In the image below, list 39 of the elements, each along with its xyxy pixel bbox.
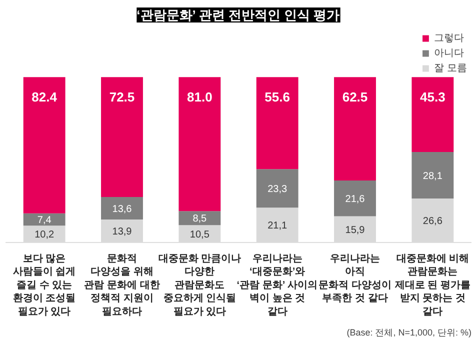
bar [178, 77, 221, 212]
bar [23, 77, 66, 214]
x-tick-label: 대중문화에 비해 관람문화는 제대로 된 평가를 받지 못하는 것 같다 [394, 254, 470, 318]
data-label: 13,9 [112, 226, 132, 238]
x-tick-label: 보다 많은 사람들이 쉽게 즐길 수 있는 환경이 조성될 필요가 있다 [12, 254, 76, 318]
data-label: 13,6 [112, 204, 132, 215]
bar [178, 211, 221, 226]
x-tick-label: 문화적 다양성을 위해 관람 문화에 대한 정책적 지원이 필요하다 [84, 254, 160, 318]
data-label: 8,5 [192, 214, 208, 225]
bar [23, 213, 66, 226]
bar [256, 77, 298, 170]
data-label: 10,5 [190, 229, 210, 240]
data-label: 55.6 [264, 89, 290, 104]
data-label: 72.5 [109, 89, 135, 104]
bar [334, 77, 376, 180]
chart-title: ‘관람문화’ 관련 전반적인 인식 평가 [136, 8, 340, 22]
legend-label: 잘 모름 [434, 62, 467, 75]
data-label: 15,9 [345, 224, 366, 236]
data-label: 10,2 [34, 230, 55, 241]
data-label: 21,6 [345, 194, 366, 205]
bar [101, 197, 143, 220]
data-label: 23,3 [268, 184, 288, 195]
bar [412, 77, 454, 152]
bar [334, 180, 376, 216]
bar [256, 169, 298, 208]
x-tick-label: 우리나라는 아직 문화적 다양성이 부족한 것 같다 [318, 254, 392, 304]
data-label: 21,1 [268, 220, 288, 232]
data-label: 81.0 [187, 89, 212, 104]
legend-label: 그렇다 [434, 32, 464, 45]
data-label: 82.4 [32, 89, 58, 104]
data-label: 45.3 [420, 89, 446, 104]
bar [412, 152, 454, 199]
data-label: 26,6 [422, 216, 443, 228]
data-label: 7,4 [37, 215, 52, 226]
data-label: 62.5 [342, 89, 368, 104]
text: (Base: 전체, N=1,000, 단위: %) [346, 328, 472, 338]
data-label: 28,1 [422, 170, 443, 182]
legend-label: 아니다 [434, 47, 464, 60]
bar [101, 77, 143, 198]
